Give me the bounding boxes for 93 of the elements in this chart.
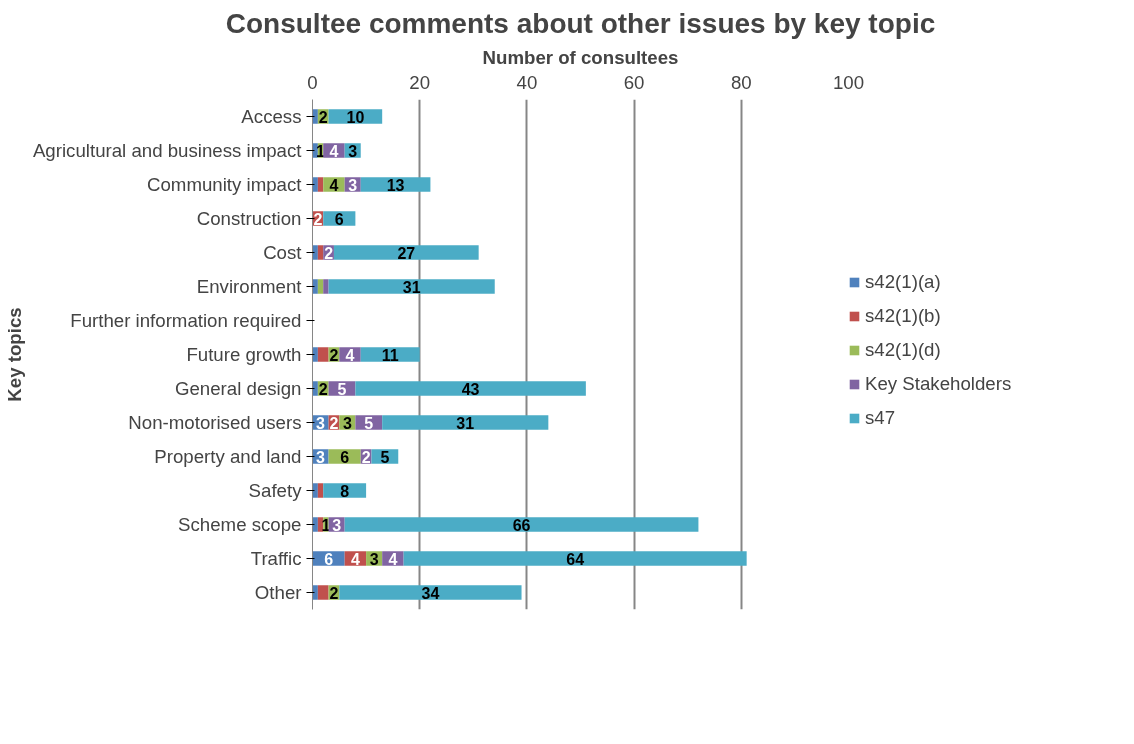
- y-tick-label: Access: [241, 106, 302, 127]
- data-label: 5: [364, 414, 374, 432]
- data-label: 6: [334, 210, 344, 228]
- legend-label: Key Stakeholders: [865, 373, 1012, 395]
- data-label: 11: [381, 346, 399, 364]
- data-label: 4: [329, 176, 339, 194]
- bar: [344, 517, 699, 532]
- bar: [382, 415, 549, 430]
- bar: [312, 381, 318, 396]
- data-label: 43: [461, 380, 480, 398]
- bar: [312, 517, 318, 532]
- bar: [339, 585, 522, 600]
- data-label: 6: [340, 448, 350, 466]
- data-label: 2: [318, 108, 328, 126]
- data-label: 64: [566, 550, 585, 568]
- x-tick-label: 40: [516, 71, 538, 93]
- data-label: 1: [316, 142, 326, 160]
- data-label: 4: [350, 550, 360, 568]
- data-label: 10: [346, 108, 365, 126]
- data-label: 5: [380, 448, 390, 466]
- y-tick-label: Traffic: [250, 548, 302, 569]
- y-tick-label: Environment: [196, 276, 303, 297]
- chart-title: Consultee comments about other issues by key topic: [225, 7, 936, 39]
- y-tick-label: General design: [174, 378, 302, 399]
- data-label: 2: [329, 414, 339, 432]
- x-tick-label: 80: [730, 71, 752, 93]
- bar: [312, 347, 318, 362]
- data-label: 2: [324, 244, 334, 262]
- data-label: 4: [329, 142, 339, 160]
- data-label: 2: [318, 380, 328, 398]
- data-label: 3: [316, 414, 326, 432]
- x-tick-label: 0: [307, 71, 318, 93]
- x-axis-title: Number of consultees: [482, 46, 679, 68]
- bar: [360, 347, 420, 362]
- bar: [403, 551, 747, 566]
- bar: [312, 279, 318, 294]
- bar: [312, 483, 318, 498]
- bar: [323, 279, 329, 294]
- y-tick-label: Scheme scope: [178, 514, 302, 535]
- data-label: 2: [361, 448, 371, 466]
- data-label: 2: [329, 584, 339, 602]
- data-label: 3: [316, 448, 326, 466]
- data-label: 6: [324, 550, 334, 568]
- legend-label: s47: [865, 407, 896, 429]
- bar: [317, 585, 329, 600]
- y-tick-label: Property and land: [154, 446, 302, 467]
- y-axis-title: Key topics: [3, 307, 25, 402]
- y-tick-label: Cost: [263, 242, 303, 263]
- data-label: 5: [337, 380, 347, 398]
- y-tick-label: Future growth: [186, 344, 302, 365]
- y-tick-label: Community impact: [147, 174, 303, 195]
- y-tick-label: Further information required: [70, 310, 302, 331]
- y-tick-label: Other: [254, 582, 302, 603]
- legend-label: s42(1)(d): [865, 339, 941, 361]
- data-label: 3: [332, 516, 342, 534]
- data-label: 4: [388, 550, 398, 568]
- y-tick-label: Safety: [248, 480, 303, 501]
- bar: [312, 109, 318, 124]
- bar: [317, 245, 324, 260]
- data-label: 8: [340, 482, 350, 500]
- bar: [312, 245, 318, 260]
- bar: [317, 279, 324, 294]
- bar: [312, 585, 318, 600]
- data-label: 3: [348, 176, 358, 194]
- x-tick-label: 100: [832, 71, 865, 93]
- data-label: 3: [369, 550, 379, 568]
- y-tick-label: Construction: [196, 208, 302, 229]
- y-tick-label: Non-motorised users: [128, 412, 302, 433]
- data-label: 27: [397, 244, 416, 262]
- legend-label: s42(1)(b): [865, 305, 941, 327]
- data-label: 34: [421, 584, 440, 602]
- bar: [333, 245, 479, 260]
- x-tick-label: 60: [623, 71, 645, 93]
- data-label: 31: [402, 278, 421, 296]
- data-label: 2: [313, 210, 323, 228]
- data-label: 3: [348, 142, 358, 160]
- bar: [355, 381, 586, 396]
- data-label: 4: [345, 346, 355, 364]
- bar: [323, 483, 367, 498]
- bar: [328, 279, 495, 294]
- data-label: 13: [386, 176, 405, 194]
- bar: [317, 177, 324, 192]
- x-tick-label: 20: [409, 71, 431, 93]
- bar: [312, 177, 318, 192]
- bar: [360, 177, 431, 192]
- data-label: 3: [342, 414, 352, 432]
- y-tick-label: Agricultural and business impact: [32, 140, 303, 161]
- legend-label: s42(1)(a): [865, 271, 941, 293]
- data-label: 2: [329, 346, 339, 364]
- data-label: 66: [512, 516, 531, 534]
- data-label: 31: [456, 414, 475, 432]
- bar: [317, 347, 329, 362]
- bar: [317, 483, 324, 498]
